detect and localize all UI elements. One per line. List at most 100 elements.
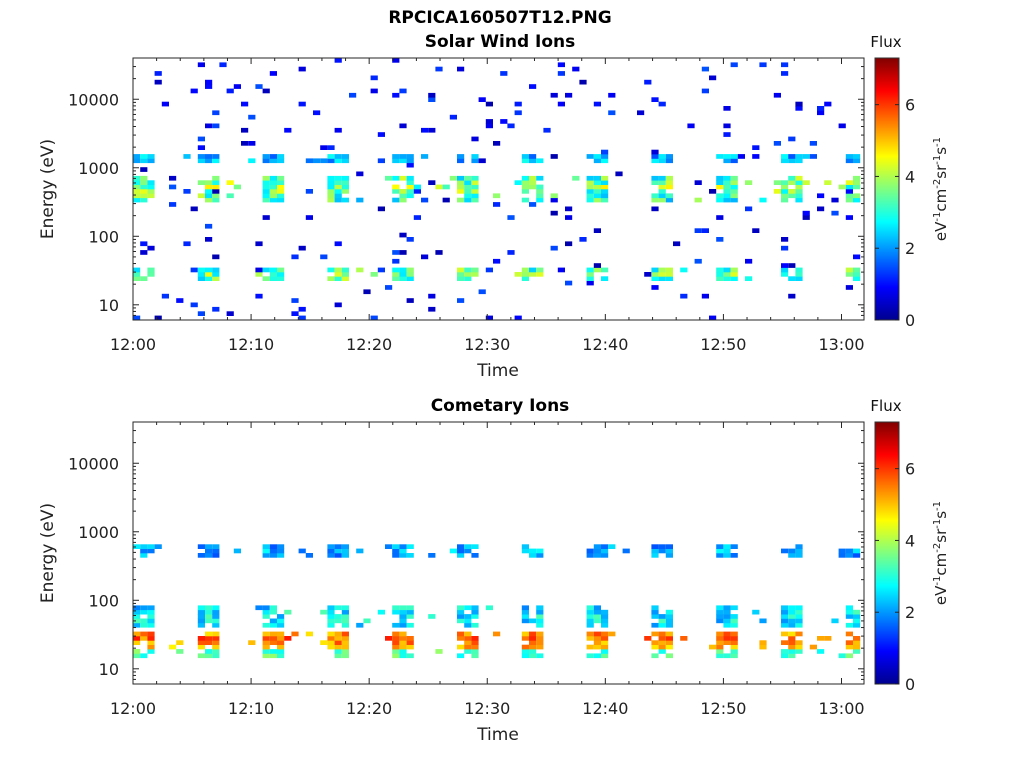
spectrogram-cell <box>759 197 767 203</box>
x-tick-label: 12:30 <box>464 699 510 718</box>
spectrogram-cell <box>226 88 234 94</box>
spectrogram-cell <box>759 644 767 650</box>
spectrogram-cell <box>521 544 529 549</box>
spectrogram-cell <box>788 614 796 619</box>
spectrogram-cell <box>521 175 529 181</box>
spectrogram-cell <box>269 636 277 641</box>
spectrogram-cell <box>694 197 702 203</box>
spectrogram-cell <box>421 127 429 133</box>
spectrogram-cell <box>197 653 205 659</box>
spectrogram-cell <box>298 306 306 312</box>
spectrogram-cell <box>521 614 529 619</box>
spectrogram-cell <box>147 193 155 199</box>
spectrogram-cell <box>269 548 277 554</box>
spectrogram-cell <box>327 180 335 185</box>
spectrogram-cell <box>464 175 472 181</box>
spectrogram-cell <box>406 154 414 159</box>
spectrogram-cell <box>277 644 285 650</box>
spectrogram-cell <box>853 548 861 554</box>
spectrogram-cell <box>197 614 205 619</box>
spectrogram-cell <box>140 622 148 628</box>
spectrogram-cell <box>824 636 832 641</box>
spectrogram-cell <box>586 618 594 624</box>
spectrogram-cell <box>586 193 594 199</box>
spectrogram-cell <box>586 189 594 194</box>
spectrogram-cell <box>853 154 861 159</box>
spectrogram-cell <box>399 636 407 641</box>
spectrogram-cell <box>593 101 601 107</box>
spectrogram-cell <box>601 636 609 641</box>
spectrogram-cell <box>147 154 155 159</box>
spectrogram-cell <box>406 175 414 181</box>
spectrogram-cell <box>377 158 385 164</box>
spectrogram-cell <box>723 653 731 659</box>
spectrogram-cell <box>262 154 270 159</box>
plot-area <box>133 422 864 684</box>
spectrogram-cell <box>781 158 789 164</box>
spectrogram-cell <box>327 276 335 281</box>
spectrogram-cell <box>536 622 544 628</box>
spectrogram-cell <box>277 158 285 164</box>
spectrogram-cell <box>550 197 558 203</box>
spectrogram-cell <box>442 197 450 203</box>
colorbar <box>874 57 900 321</box>
spectrogram-cell <box>334 302 342 308</box>
spectrogram-cell <box>327 640 335 645</box>
spectrogram-cell <box>781 237 789 242</box>
spectrogram-cell <box>550 154 558 159</box>
spectrogram-cell <box>651 272 659 277</box>
spectrogram-cell <box>723 154 731 159</box>
spectrogram-cell <box>363 618 371 624</box>
spectrogram-cell <box>831 618 839 624</box>
spectrogram-cell <box>579 79 587 85</box>
spectrogram-cell <box>147 267 155 273</box>
spectrogram-cell <box>421 197 429 203</box>
spectrogram-cell <box>529 631 537 637</box>
spectrogram-cell <box>593 175 601 181</box>
spectrogram-cell <box>205 223 213 229</box>
spectrogram-cell <box>716 636 724 641</box>
spectrogram-cell <box>327 605 335 611</box>
spectrogram-cell <box>838 548 846 554</box>
spectrogram-cell <box>781 245 789 251</box>
spectrogram-cell <box>593 553 601 558</box>
spectrogram-cell <box>536 636 544 641</box>
spectrogram-cell <box>212 272 220 277</box>
spectrogram-cell <box>133 184 141 190</box>
spectrogram-cell <box>723 609 731 615</box>
spectrogram-cell <box>601 154 609 159</box>
spectrogram-cell <box>665 193 673 199</box>
axes-box <box>132 421 865 685</box>
spectrogram-cell <box>241 141 249 146</box>
spectrogram-cell <box>377 267 385 273</box>
spectrogram-cell <box>291 254 299 260</box>
spectrogram-cell <box>133 544 141 549</box>
spectrogram-cell <box>133 197 141 203</box>
spectrogram-cell <box>716 180 724 185</box>
spectrogram-cell <box>392 640 400 645</box>
spectrogram-cell <box>205 631 213 637</box>
spectrogram-cell <box>809 644 817 650</box>
spectrogram-cell <box>507 215 515 220</box>
spectrogram-cell <box>428 127 436 133</box>
spectrogram-cell <box>716 644 724 650</box>
spectrogram-cell <box>212 110 220 116</box>
figure-title: RPCICA160507T12.PNG <box>388 8 612 28</box>
spectrogram-cell <box>212 644 220 650</box>
spectrogram-cell <box>205 184 213 190</box>
spectrogram-cell <box>579 237 587 242</box>
spectrogram-cell <box>197 640 205 645</box>
spectrogram-cell <box>572 175 580 181</box>
spectrogram-cell <box>788 653 796 659</box>
spectrogram-cell <box>349 92 357 98</box>
spectrogram-cell <box>845 548 853 554</box>
spectrogram-cell <box>521 272 529 277</box>
spectrogram-cell <box>543 127 551 133</box>
spectrogram-cell <box>205 189 213 194</box>
spectrogram-cell <box>262 644 270 650</box>
plot-frame <box>132 57 865 321</box>
spectrogram-cell <box>665 640 673 645</box>
spectrogram-cell <box>485 123 493 129</box>
spectrogram-cell <box>341 548 349 554</box>
spectrogram-cell <box>586 272 594 277</box>
